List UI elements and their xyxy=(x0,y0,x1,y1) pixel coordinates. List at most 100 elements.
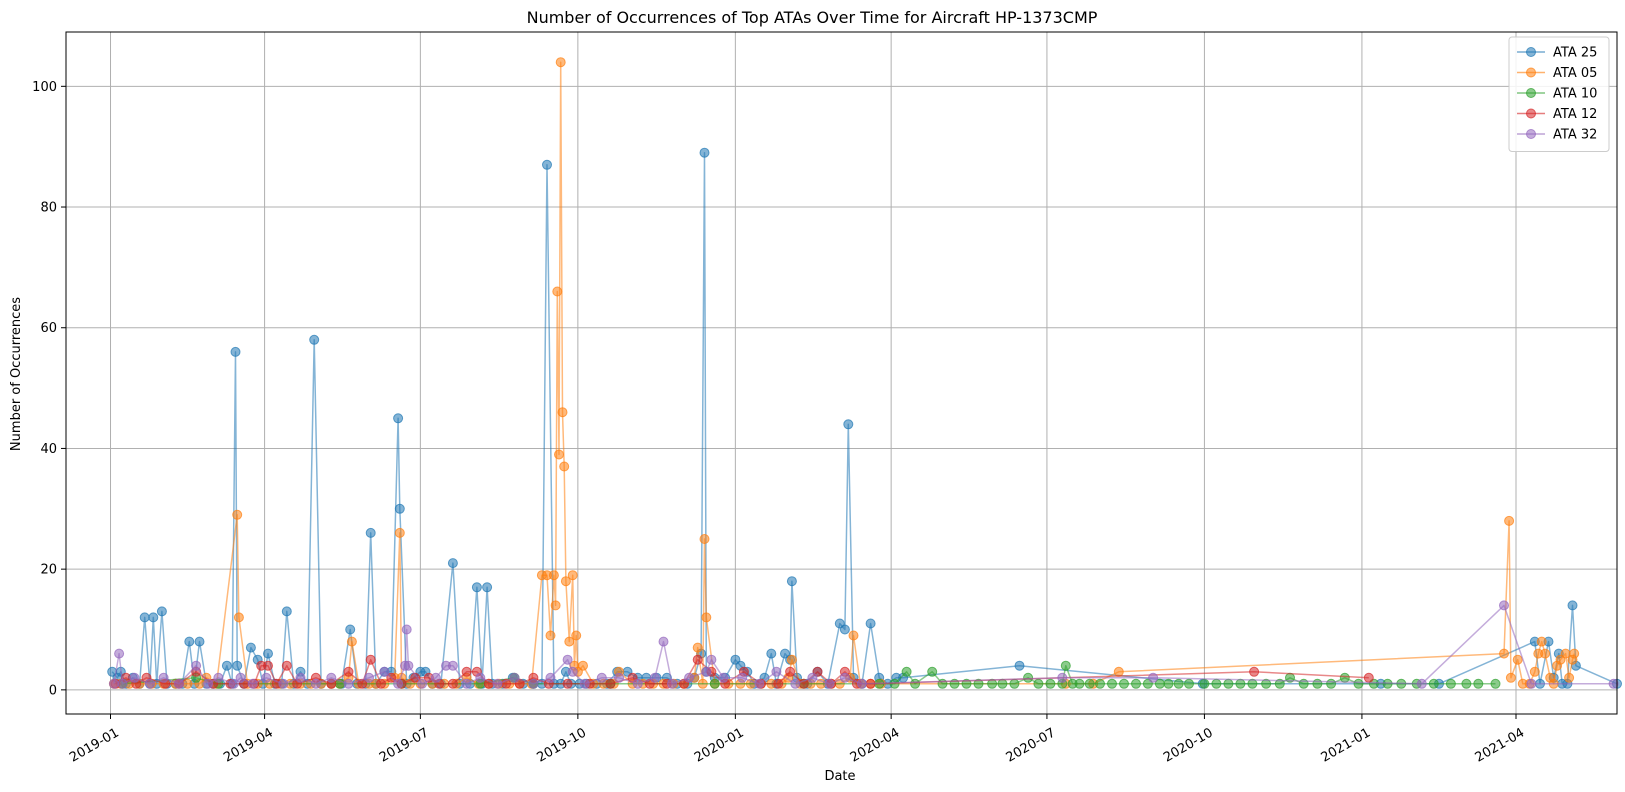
data-point xyxy=(475,672,486,683)
data-point xyxy=(1499,600,1509,611)
data-point xyxy=(1529,666,1540,677)
data-point xyxy=(737,672,748,683)
data-point xyxy=(1416,678,1427,689)
data-point xyxy=(786,576,797,587)
data-point xyxy=(394,503,405,514)
y-tick-label: 40 xyxy=(40,442,57,457)
data-point xyxy=(144,678,155,689)
data-point xyxy=(1119,678,1129,689)
data-point xyxy=(1095,678,1105,689)
data-point xyxy=(701,612,712,623)
data-point xyxy=(394,527,405,538)
data-point xyxy=(579,678,590,689)
plot-area-frame xyxy=(65,31,1618,715)
data-point xyxy=(417,678,428,689)
data-point xyxy=(997,678,1008,689)
data-point xyxy=(786,654,797,665)
data-point xyxy=(295,672,306,683)
data-point xyxy=(401,624,412,635)
data-point xyxy=(410,672,421,683)
data-point xyxy=(699,534,710,544)
data-point xyxy=(393,413,404,424)
data-point xyxy=(310,678,321,689)
data-point xyxy=(596,672,607,683)
data-point xyxy=(1512,654,1523,665)
data-point xyxy=(559,461,570,472)
data-point xyxy=(376,678,386,689)
data-point xyxy=(567,570,578,581)
data-point xyxy=(545,630,556,641)
data-point xyxy=(1526,678,1537,689)
data-point xyxy=(709,678,720,689)
data-point xyxy=(578,660,588,671)
data-point xyxy=(839,624,850,635)
data-point xyxy=(1339,672,1350,683)
data-point xyxy=(1009,678,1020,689)
data-point xyxy=(309,334,320,345)
data-point xyxy=(1131,678,1141,689)
data-point xyxy=(857,678,867,689)
data-point xyxy=(1567,600,1578,611)
data-point xyxy=(194,636,205,647)
data-point xyxy=(632,678,643,689)
data-point xyxy=(509,672,520,683)
data-point xyxy=(667,678,677,689)
y-axis-ticks: 0 20 40 60 80 100 xyxy=(32,80,66,698)
grid-lines xyxy=(66,32,1617,714)
data-point xyxy=(1608,678,1619,689)
data-point xyxy=(393,678,404,689)
legend-marker-swatch xyxy=(1526,67,1536,78)
data-point xyxy=(158,672,169,683)
data-point xyxy=(839,672,850,683)
legend: ATA 25 ATA 05 ATA 10 ATA 12 ATA 32 xyxy=(1508,36,1610,152)
legend-item-ata-12: ATA 12 xyxy=(1517,107,1597,122)
data-point xyxy=(901,666,912,677)
data-point xyxy=(203,678,214,689)
legend-label: ATA 12 xyxy=(1553,107,1597,122)
data-point xyxy=(555,57,566,68)
data-point xyxy=(848,630,859,641)
data-point xyxy=(658,636,669,647)
data-point xyxy=(1223,678,1234,689)
data-point xyxy=(1499,648,1509,659)
data-point xyxy=(156,606,167,617)
data-point xyxy=(528,678,539,689)
data-point xyxy=(245,642,256,653)
data-point xyxy=(550,600,561,611)
data-point xyxy=(281,660,292,671)
data-point xyxy=(326,672,337,683)
data-point xyxy=(1113,666,1124,677)
data-point xyxy=(1490,678,1501,689)
data-point xyxy=(492,678,503,689)
data-point xyxy=(552,286,563,297)
data-point xyxy=(228,678,239,689)
legend-marker-swatch xyxy=(1526,88,1536,98)
legend-marker-swatch xyxy=(1526,47,1536,57)
data-point xyxy=(461,678,472,689)
data-point xyxy=(692,654,703,665)
data-point xyxy=(230,346,241,357)
data-point xyxy=(1326,678,1337,689)
data-point xyxy=(1235,678,1246,689)
data-point xyxy=(567,666,578,677)
data-point xyxy=(148,612,159,623)
data-point xyxy=(232,660,243,671)
data-point xyxy=(343,678,354,689)
data-point xyxy=(232,509,243,520)
data-point xyxy=(973,678,984,689)
data-point xyxy=(213,672,224,683)
data-point xyxy=(1057,672,1068,683)
data-point xyxy=(1504,515,1515,526)
data-point xyxy=(346,636,357,647)
data-point xyxy=(281,606,292,617)
data-point xyxy=(1163,678,1174,689)
data-point xyxy=(548,570,559,581)
data-point xyxy=(614,672,624,683)
legend-marker-swatch xyxy=(1526,129,1536,139)
data-point xyxy=(278,678,289,689)
legend-frame xyxy=(1508,36,1610,152)
data-point xyxy=(706,654,717,665)
data-point xyxy=(773,678,784,689)
x-axis-label: Date xyxy=(824,769,855,784)
data-point xyxy=(263,648,273,659)
